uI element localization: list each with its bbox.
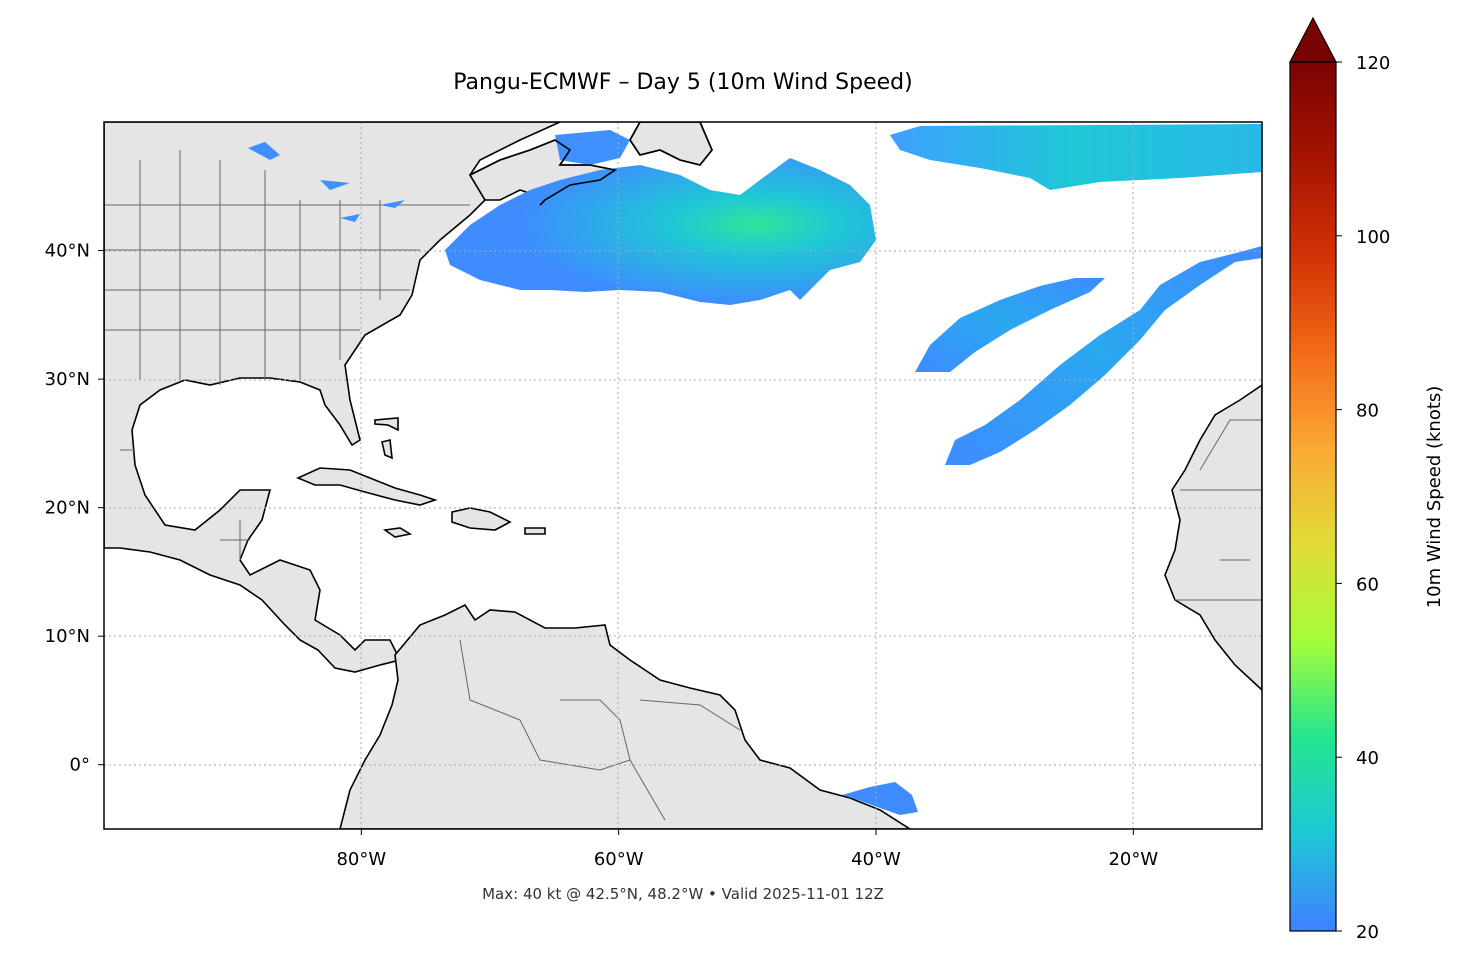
wind-region-northeast-band <box>890 124 1262 190</box>
colorbar-tick-label: 60 <box>1356 574 1379 595</box>
borders <box>104 150 1262 821</box>
cuba <box>295 467 438 506</box>
lon-tick-label: 20°W <box>1108 849 1158 870</box>
wind-region-equatorial-patch <box>842 782 918 815</box>
colorbar-ticks: 20 40 60 80 100 120 <box>1336 53 1390 943</box>
lat-tick-label: 30°N <box>45 369 90 390</box>
lat-tick-label: 0° <box>70 755 90 776</box>
jamaica <box>382 527 413 538</box>
lon-tick-label: 60°W <box>594 849 644 870</box>
gridlines <box>104 122 1262 829</box>
colorbar: 20 40 60 80 100 120 10m Wind Speed (knots) <box>1289 16 1445 943</box>
bahamas <box>374 417 399 460</box>
colorbar-tick-label: 40 <box>1356 748 1379 769</box>
wind-region-great-lakes <box>248 130 630 222</box>
map-area <box>104 122 1262 829</box>
wind-region-streak-north <box>915 278 1105 372</box>
colorbar-tick-label: 100 <box>1356 227 1390 248</box>
lat-tick-labels: 40°N 30°N 20°N 10°N 0° <box>45 241 104 776</box>
colorbar-extend-arrow <box>1289 16 1337 63</box>
wind-region-streak-south <box>945 246 1262 465</box>
colorbar-title: 10m Wind Speed (knots) <box>1424 386 1445 609</box>
colorbar-fill <box>1290 62 1336 931</box>
lat-tick-label: 20°N <box>45 498 90 519</box>
lon-tick-labels: 80°W 60°W 40°W 20°W <box>336 829 1158 870</box>
colorbar-tick-label: 20 <box>1356 922 1379 943</box>
lat-tick-label: 40°N <box>45 241 90 262</box>
africa <box>1164 384 1262 692</box>
lon-tick-label: 40°W <box>851 849 901 870</box>
puerto-rico <box>524 527 546 535</box>
south-america <box>339 603 912 829</box>
lon-tick-label: 80°W <box>336 849 386 870</box>
lat-tick-label: 10°N <box>45 626 90 647</box>
north-america <box>104 122 561 673</box>
chart-title: Pangu-ECMWF – Day 5 (10m Wind Speed) <box>453 70 913 95</box>
land <box>104 122 1262 829</box>
map-border <box>103 121 1263 830</box>
footer-caption: Max: 40 kt @ 42.5°N, 48.2°W • Valid 2025… <box>482 885 884 903</box>
coastlines <box>469 122 713 206</box>
colorbar-tick-label: 80 <box>1356 401 1379 422</box>
hispaniola <box>451 507 512 531</box>
colorbar-border <box>1289 61 1337 932</box>
colorbar-tick-label: 120 <box>1356 53 1390 74</box>
